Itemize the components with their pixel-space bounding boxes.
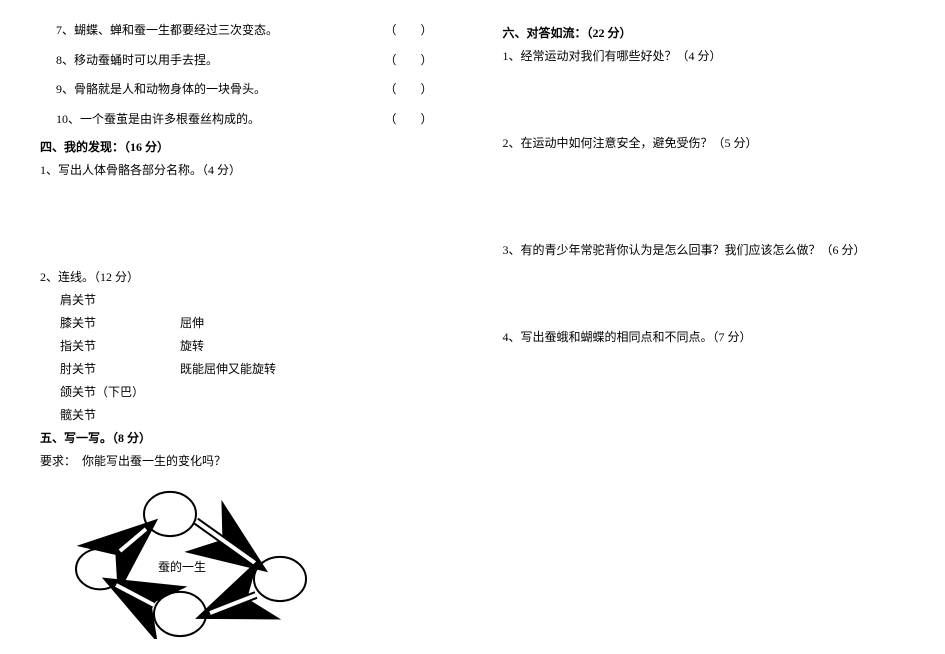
tf-q8-text: 8、移动蚕蛹时可以用手去捏。 <box>56 50 218 72</box>
connect-row: 颌关节（下巴） <box>60 383 443 400</box>
connect-right: 屈伸 <box>180 314 443 331</box>
connect-left: 颌关节（下巴） <box>60 383 180 400</box>
connect-row: 肘关节 既能屈伸又能旋转 <box>60 360 443 377</box>
section6-title: 六、对答如流：（22 分） <box>503 24 906 41</box>
connect-right: 既能屈伸又能旋转 <box>180 360 443 377</box>
connect-left: 肘关节 <box>60 360 180 377</box>
svg-text:蚕的一生: 蚕的一生 <box>158 559 206 574</box>
section6-q2: 2、在运动中如何注意安全，避免受伤？（5 分） <box>503 134 906 151</box>
tf-q10-paren: （ ） <box>384 109 432 131</box>
connect-right <box>180 406 443 423</box>
tf-q9-text: 9、骨骼就是人和动物身体的一块骨头。 <box>56 79 266 101</box>
left-column: 7、蝴蝶、蝉和蚕一生都要经过三次变态。 （ ） 8、移动蚕蛹时可以用手去捏。 （… <box>40 20 443 643</box>
lifecycle-svg: 蚕的一生 <box>60 479 320 639</box>
connect-right: 旋转 <box>180 337 443 354</box>
connect-left: 指关节 <box>60 337 180 354</box>
connect-right <box>180 383 443 400</box>
section5-title: 五、写一写。（8 分） <box>40 429 443 446</box>
tf-q10-text: 10、一个蚕茧是由许多根蚕丝构成的。 <box>56 109 260 131</box>
connect-row: 髋关节 <box>60 406 443 423</box>
connect-row: 指关节 旋转 <box>60 337 443 354</box>
section4-q2: 2、连线。（12 分） <box>40 268 443 285</box>
tf-q8-paren: （ ） <box>384 50 432 72</box>
section6-q4: 4、写出蚕蛾和蝴蝶的相同点和不同点。（7 分） <box>503 328 906 345</box>
section6-q3: 3、有的青少年常驼背你认为是怎么回事？我们应该怎么做？（6 分） <box>503 241 906 258</box>
tf-q10: 10、一个蚕茧是由许多根蚕丝构成的。 （ ） <box>40 109 443 131</box>
section5-req: 要求： 你能写出蚕一生的变化吗？ <box>40 452 443 469</box>
lifecycle-diagram: 蚕的一生 <box>60 479 443 643</box>
connect-rows: 肩关节 膝关节 屈伸 指关节 旋转 肘关节 既能屈伸又能旋转 颌关节（下巴） 髋… <box>60 291 443 423</box>
tf-q8: 8、移动蚕蛹时可以用手去捏。 （ ） <box>40 50 443 72</box>
connect-row: 膝关节 屈伸 <box>60 314 443 331</box>
connect-left: 髋关节 <box>60 406 180 423</box>
connect-left: 肩关节 <box>60 291 180 308</box>
tf-q9: 9、骨骼就是人和动物身体的一块骨头。 （ ） <box>40 79 443 101</box>
section4-q1: 1、写出人体骨骼各部分名称。（4 分） <box>40 161 443 178</box>
connect-left: 膝关节 <box>60 314 180 331</box>
tf-q7-paren: （ ） <box>384 20 432 42</box>
section6-q1: 1、经常运动对我们有哪些好处？（4 分） <box>503 47 906 64</box>
tf-q9-paren: （ ） <box>384 79 432 101</box>
connect-right <box>180 291 443 308</box>
section4-title: 四、我的发现：（16 分） <box>40 138 443 155</box>
tf-q7-text: 7、蝴蝶、蝉和蚕一生都要经过三次变态。 <box>56 20 278 42</box>
connect-row: 肩关节 <box>60 291 443 308</box>
right-column: 六、对答如流：（22 分） 1、经常运动对我们有哪些好处？（4 分） 2、在运动… <box>503 20 906 643</box>
tf-q7: 7、蝴蝶、蝉和蚕一生都要经过三次变态。 （ ） <box>40 20 443 42</box>
